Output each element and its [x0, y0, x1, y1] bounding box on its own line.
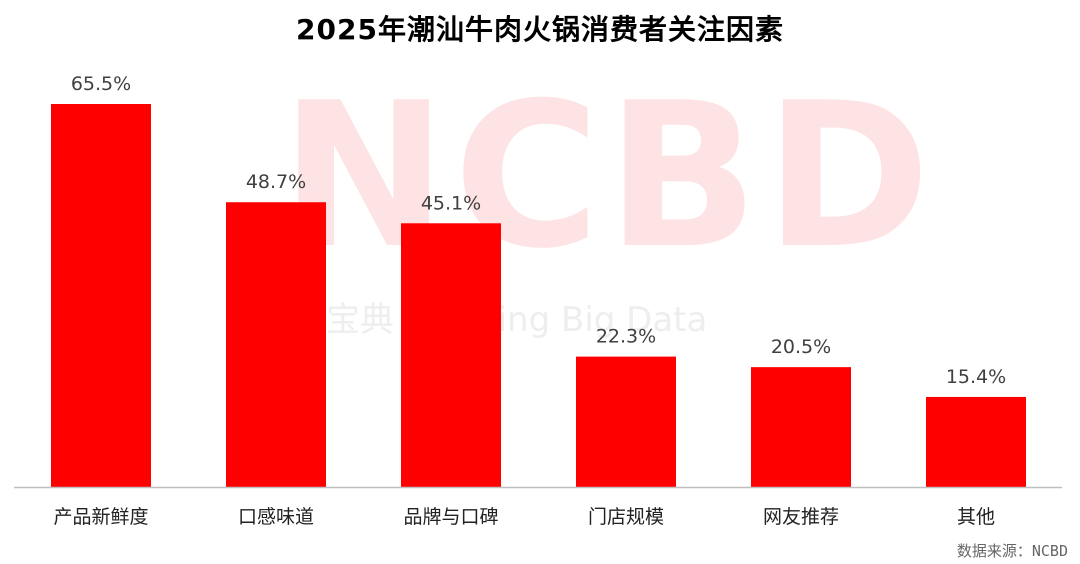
data-label-2: 48.7% — [246, 171, 306, 193]
chart-title: 2025年潮汕牛肉火锅消费者关注因素 — [296, 13, 784, 46]
category-label-1: 产品新鲜度 — [53, 506, 148, 528]
bar-2 — [226, 202, 326, 487]
category-label-5: 网友推荐 — [763, 506, 839, 528]
category-label-6: 其他 — [957, 506, 995, 528]
bar-3 — [401, 223, 501, 487]
category-label-2: 口感味道 — [238, 506, 314, 528]
category-label-4: 门店规模 — [588, 506, 664, 528]
data-source: 数据来源：NCBD — [956, 542, 1068, 560]
data-label-3: 45.1% — [421, 192, 481, 214]
bar-5 — [751, 367, 851, 487]
bar-4 — [576, 356, 676, 487]
bar-6 — [926, 396, 1026, 487]
bar-1 — [51, 104, 151, 487]
data-label-1: 65.5% — [71, 73, 131, 95]
data-label-4: 22.3% — [596, 326, 656, 348]
data-label-5: 20.5% — [771, 336, 831, 358]
category-label-3: 品牌与口碑 — [403, 506, 498, 528]
data-label-6: 15.4% — [946, 366, 1006, 388]
